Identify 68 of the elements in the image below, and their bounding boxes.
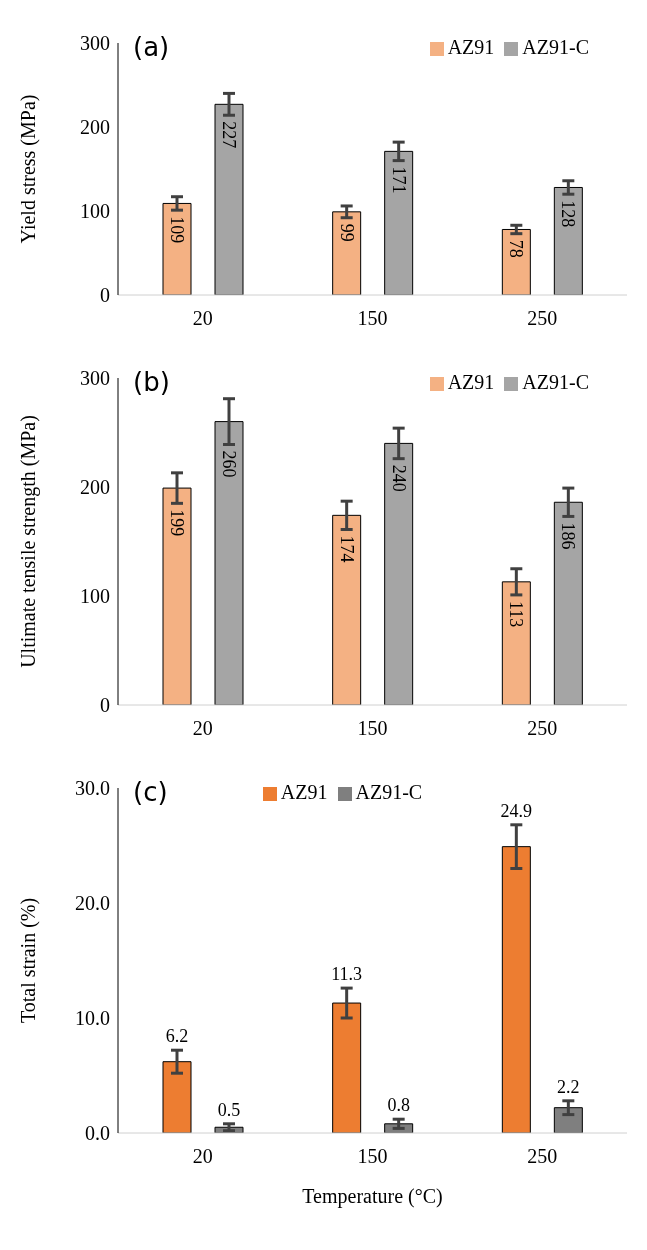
y-tick-label: 0 (100, 694, 110, 717)
x-tick-label: 250 (527, 1145, 558, 1168)
x-tick-label: 250 (527, 717, 558, 740)
y-axis-title: Ultimate tensile strength (MPa) (17, 415, 41, 668)
legend-label: AZ91 (447, 36, 495, 58)
legend-label: AZ91 (280, 781, 328, 803)
bar (162, 487, 192, 705)
y-tick-label: 0 (100, 284, 110, 307)
data-label: 6.2 (165, 1026, 189, 1047)
data-label: 227 (219, 121, 239, 149)
bar (332, 1002, 362, 1133)
data-label: 171 (388, 166, 409, 194)
y-tick-label: 100 (80, 585, 110, 608)
x-tick-label: 20 (192, 307, 213, 330)
bar (162, 202, 192, 295)
bar (501, 581, 531, 705)
data-label: 0.5 (217, 1099, 241, 1120)
y-tick-label: 200 (80, 476, 110, 499)
data-label: 99 (336, 223, 357, 242)
data-label: 174 (336, 535, 357, 563)
data-label: 0.8 (387, 1095, 410, 1116)
bar (553, 501, 583, 705)
x-tick-label: 20 (192, 717, 213, 740)
y-tick-label: 30.0 (75, 777, 110, 800)
data-label: 2.2 (557, 1076, 580, 1097)
annotation: (a) (133, 32, 170, 62)
bar (501, 228, 531, 295)
bar (553, 1107, 583, 1133)
data-label: 24.9 (500, 800, 533, 821)
data-label: 128 (558, 200, 579, 228)
y-tick-label: 0.0 (85, 1122, 110, 1145)
data-label: 186 (558, 522, 579, 550)
bar (214, 103, 244, 295)
x-axis-title: Temperature (°C) (302, 1185, 443, 1208)
data-label: 113 (506, 600, 527, 628)
bar (162, 1061, 192, 1133)
legend-label: AZ91-C (522, 36, 589, 58)
data-label: 199 (167, 509, 187, 537)
legend-label: AZ91-C (355, 781, 423, 803)
bar (332, 514, 362, 705)
annotation: (b) (133, 367, 170, 397)
x-tick-label: 150 (357, 717, 388, 740)
x-tick-label: 20 (192, 1145, 213, 1168)
data-label: 240 (388, 464, 409, 492)
bar (332, 211, 362, 295)
data-label: 109 (167, 216, 187, 244)
bar (214, 421, 244, 705)
y-axis-title: Yield stress (MPa) (17, 94, 41, 244)
bar (501, 846, 531, 1133)
annotation: (c) (133, 777, 168, 807)
legend-label: AZ91 (447, 371, 495, 393)
legend-label: AZ91-C (522, 371, 589, 393)
x-tick-label: 150 (357, 307, 388, 330)
y-tick-label: 20.0 (75, 892, 110, 915)
y-tick-label: 10.0 (75, 1007, 110, 1030)
data-label: 11.3 (331, 964, 363, 985)
bar (384, 442, 414, 705)
data-label: 260 (219, 450, 239, 478)
y-tick-label: 200 (80, 116, 110, 139)
bar (384, 150, 414, 295)
y-tick-label: 100 (80, 200, 110, 223)
data-label: 78 (506, 239, 527, 258)
y-axis-title: Total strain (%) (17, 897, 41, 1024)
y-tick-label: 300 (80, 367, 110, 390)
x-tick-label: 150 (357, 1145, 388, 1168)
bar (553, 186, 583, 295)
x-tick-label: 250 (527, 307, 558, 330)
y-tick-label: 300 (80, 32, 110, 55)
